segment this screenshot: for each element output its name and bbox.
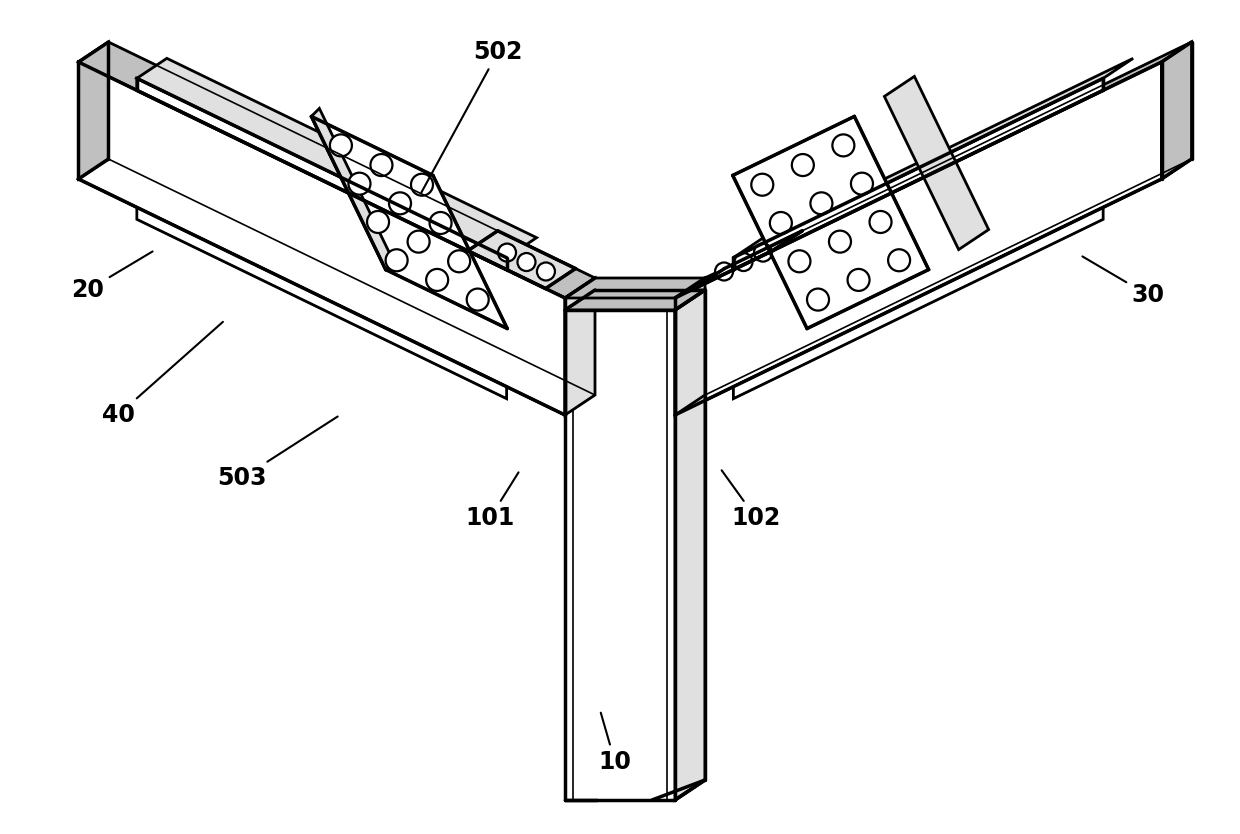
Circle shape xyxy=(389,193,410,214)
Circle shape xyxy=(537,263,556,280)
Circle shape xyxy=(770,212,792,234)
Text: 503: 503 xyxy=(217,416,337,490)
Circle shape xyxy=(734,253,753,271)
Circle shape xyxy=(429,212,451,234)
Polygon shape xyxy=(675,278,706,415)
Circle shape xyxy=(848,269,869,291)
Polygon shape xyxy=(675,159,1192,415)
Polygon shape xyxy=(565,290,706,310)
Circle shape xyxy=(715,263,733,280)
Circle shape xyxy=(517,253,536,271)
Circle shape xyxy=(832,134,854,157)
Polygon shape xyxy=(311,108,393,269)
Circle shape xyxy=(792,154,813,176)
Polygon shape xyxy=(733,117,929,329)
Circle shape xyxy=(386,249,408,271)
Polygon shape xyxy=(136,58,537,258)
Text: 101: 101 xyxy=(465,472,518,530)
Polygon shape xyxy=(136,78,507,269)
Circle shape xyxy=(789,250,811,272)
Circle shape xyxy=(754,244,773,262)
Polygon shape xyxy=(78,42,108,179)
Circle shape xyxy=(410,173,433,196)
Circle shape xyxy=(408,231,429,253)
Polygon shape xyxy=(675,62,1162,415)
Polygon shape xyxy=(733,208,1104,399)
Polygon shape xyxy=(733,78,1104,269)
Circle shape xyxy=(869,211,892,233)
Polygon shape xyxy=(78,42,595,298)
Circle shape xyxy=(498,244,516,262)
Polygon shape xyxy=(884,77,988,249)
Text: 502: 502 xyxy=(422,40,523,193)
Text: 10: 10 xyxy=(599,713,631,774)
Circle shape xyxy=(427,269,448,291)
Polygon shape xyxy=(136,208,507,399)
Polygon shape xyxy=(675,42,1192,298)
Circle shape xyxy=(466,289,489,310)
Circle shape xyxy=(348,173,371,194)
Circle shape xyxy=(330,134,352,157)
Circle shape xyxy=(371,154,392,176)
Polygon shape xyxy=(78,159,595,415)
Polygon shape xyxy=(675,290,706,800)
Polygon shape xyxy=(1162,42,1192,179)
Polygon shape xyxy=(78,62,565,415)
Polygon shape xyxy=(565,278,706,298)
Polygon shape xyxy=(311,117,507,329)
Polygon shape xyxy=(565,310,675,800)
Circle shape xyxy=(448,250,470,272)
Text: 102: 102 xyxy=(722,470,781,530)
Text: 40: 40 xyxy=(102,322,223,427)
Circle shape xyxy=(811,193,832,214)
Text: 30: 30 xyxy=(1083,256,1164,307)
Polygon shape xyxy=(733,58,1133,258)
Circle shape xyxy=(751,173,774,196)
Text: 20: 20 xyxy=(72,251,153,302)
Polygon shape xyxy=(565,278,595,415)
Circle shape xyxy=(367,211,389,233)
Polygon shape xyxy=(694,231,802,289)
Circle shape xyxy=(807,289,830,310)
Polygon shape xyxy=(467,231,575,289)
Circle shape xyxy=(888,249,910,271)
Circle shape xyxy=(851,173,873,194)
Circle shape xyxy=(830,231,851,253)
